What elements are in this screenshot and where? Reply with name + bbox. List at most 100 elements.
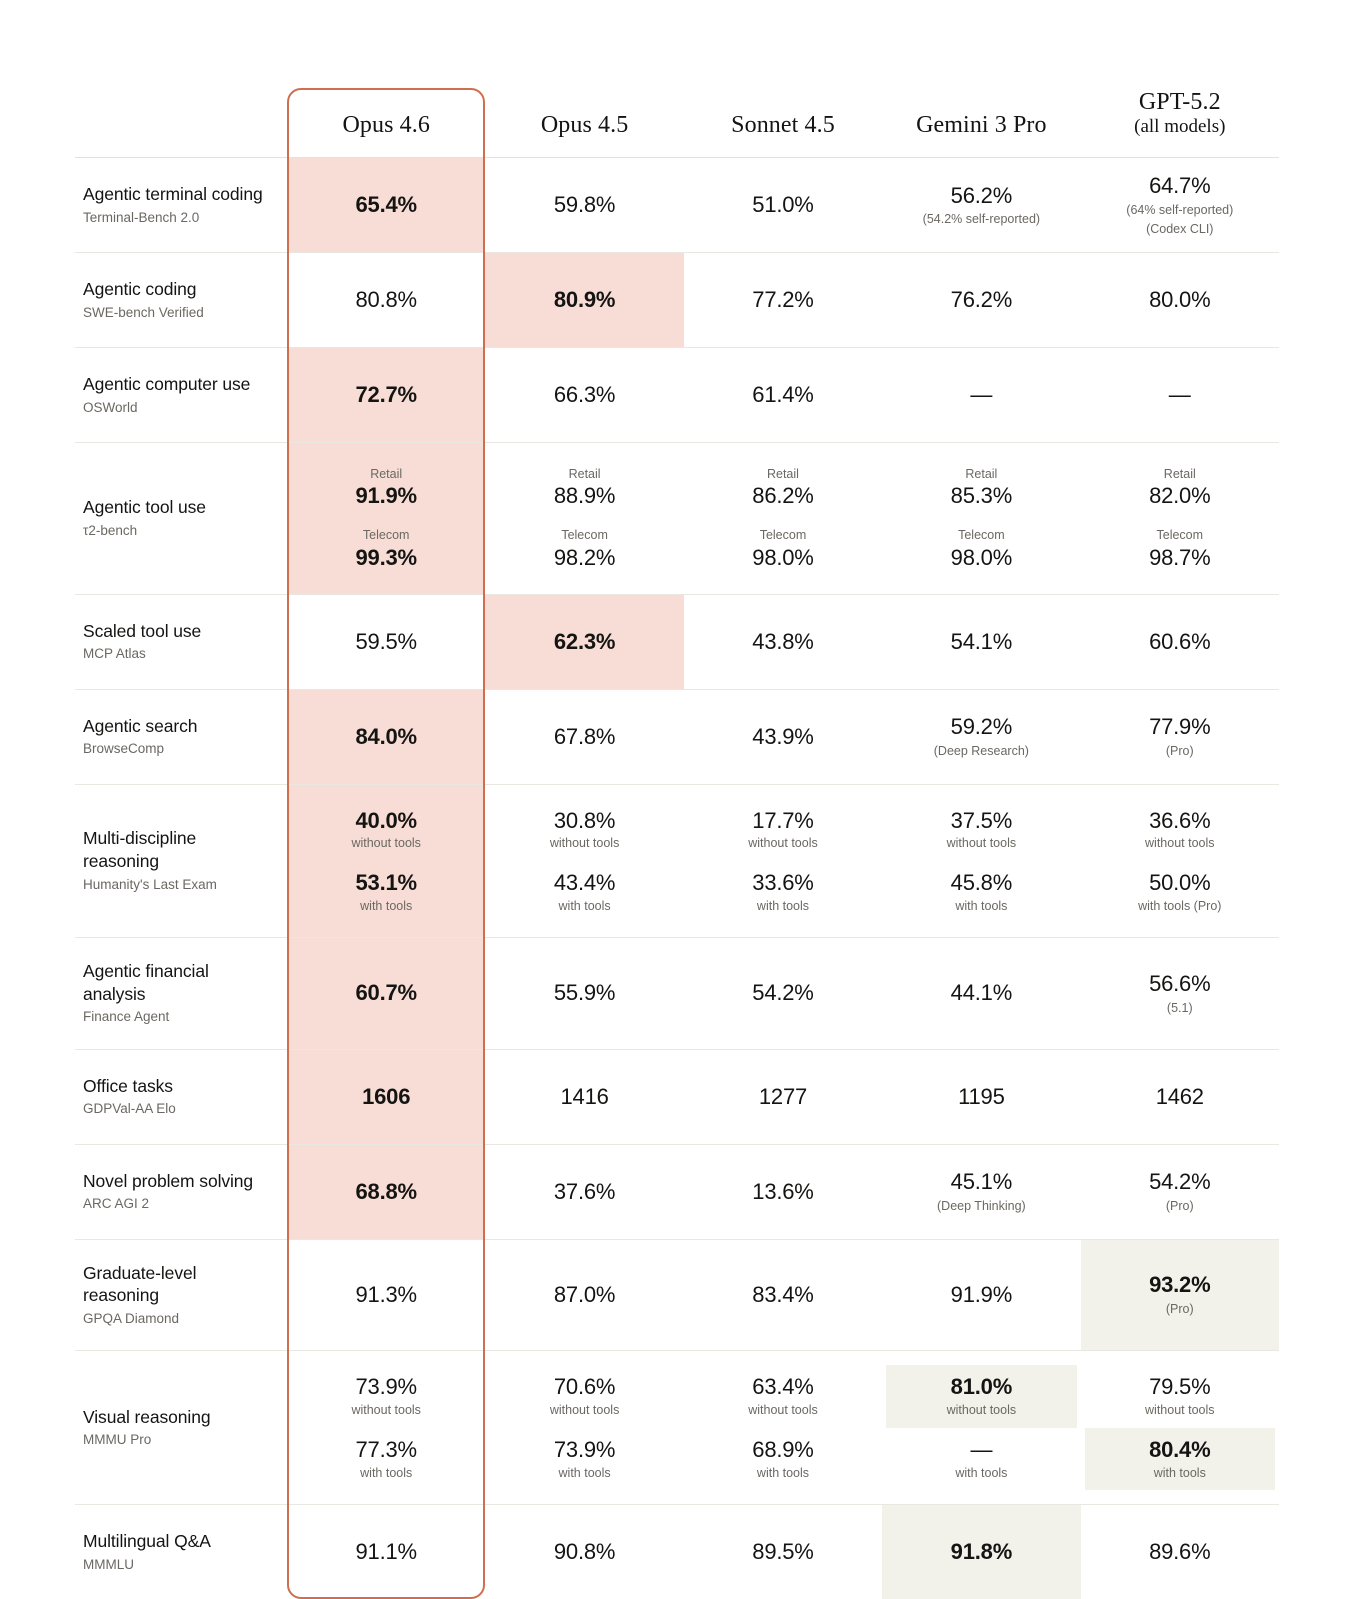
benchmark-subtitle: τ2-bench	[83, 523, 138, 539]
score-cell: 77.9% (Pro)	[1081, 689, 1279, 784]
score-caption: without tools	[748, 836, 818, 851]
score-cell-inner: 80.0%	[1081, 253, 1279, 347]
score-cell: 77.2%	[684, 253, 882, 348]
score-caption: without tools	[351, 1403, 421, 1418]
score-value: 1195	[958, 1083, 1005, 1109]
score-value: 54.1%	[950, 628, 1013, 654]
score-cell-inner: 61.4%	[684, 348, 882, 442]
score-cell: 89.6%	[1081, 1504, 1279, 1599]
score-note: (Deep Research)	[933, 743, 1029, 758]
score-cell-inner: 89.5%	[684, 1505, 882, 1599]
column-header-name: Opus 4.6	[342, 111, 430, 138]
score-cell: 80.0%	[1081, 253, 1279, 348]
score-subcell: 73.9% with tools	[489, 1428, 679, 1490]
score-value: 43.4%	[553, 869, 616, 895]
benchmark-title: Graduate-level reasoning	[83, 1262, 197, 1306]
score-caption: Retail	[370, 467, 403, 482]
benchmark-label: Agentic financial analysis Finance Agent	[75, 937, 287, 1049]
score-cell: Retail 82.0% Telecom 98.7%	[1081, 443, 1279, 594]
score-value: 89.6%	[1149, 1538, 1211, 1564]
score-caption: Retail	[568, 467, 601, 482]
benchmark-label: Scaled tool use MCP Atlas	[75, 594, 287, 689]
score-value: 87.0%	[553, 1282, 616, 1308]
score-stack: 79.5% without tools 80.4% with tools	[1084, 1365, 1275, 1490]
score-value: 54.2%	[752, 980, 814, 1006]
score-cell-inner: 87.0%	[485, 1248, 683, 1342]
score-note: (Pro)	[1165, 1198, 1194, 1213]
score-value: 91.9%	[950, 1282, 1013, 1308]
column-header-subtitle: (all models)	[1134, 116, 1226, 138]
score-cell-inner: 45.1% (Deep Thinking)	[882, 1145, 1080, 1239]
score-caption: Retail	[965, 467, 998, 482]
benchmark-label: Multilingual Q&A MMMLU	[75, 1504, 287, 1599]
table-row: Multilingual Q&A MMMLU 91.1% 90.8% 89.5% 91.8…	[75, 1504, 1279, 1599]
score-cell-inner: 51.0%	[684, 158, 882, 252]
table-row: Agentic search BrowseComp 84.0% 67.8% 43.9% 5…	[75, 689, 1279, 785]
score-note: (5.1)	[1166, 1000, 1193, 1015]
score-subcell: 80.4% with tools	[1084, 1427, 1275, 1490]
score-caption: Telecom	[958, 528, 1005, 543]
score-cell: 40.0% without tools 53.1% with tools	[287, 784, 486, 938]
score-cell: —	[1081, 348, 1279, 443]
score-cell: 56.2% (54.2% self-reported)	[882, 158, 1080, 253]
score-cell: 63.4% without tools 68.9% with tools	[684, 1351, 882, 1504]
benchmark-label-header	[75, 88, 287, 159]
table-row: Agentic tool use τ2-bench Retail 91.9% Telec…	[75, 442, 1279, 595]
score-value: 1462	[1155, 1083, 1204, 1109]
benchmark-subtitle: Finance Agent	[83, 1009, 170, 1025]
score-caption: Telecom	[1156, 528, 1204, 543]
score-subcell: Telecom 99.3%	[291, 518, 481, 579]
score-cell-inner: Retail 82.0% Telecom 98.7%	[1081, 443, 1279, 593]
benchmark-title: Office tasks	[83, 1075, 173, 1096]
score-cell-inner: 81.0% without tools — with tools	[882, 1351, 1080, 1503]
score-caption: with tools	[955, 898, 1008, 913]
benchmark-subtitle: OSWorld	[83, 399, 138, 415]
benchmark-title: Agentic tool use	[83, 497, 206, 518]
score-cell-inner: 67.8%	[485, 690, 683, 784]
score-value: 72.7%	[355, 382, 418, 408]
score-value: 56.6%	[1149, 970, 1211, 996]
score-cell-inner: 65.4%	[287, 158, 485, 252]
score-cell-inner: 89.6%	[1081, 1505, 1279, 1599]
score-cell: 60.6%	[1081, 594, 1279, 689]
score-value: 91.1%	[355, 1538, 418, 1564]
score-cell-inner: 1416	[485, 1050, 683, 1144]
score-caption: Telecom	[561, 528, 608, 543]
score-cell: 72.7%	[287, 347, 486, 443]
score-stack: 37.5% without tools 45.8% with tools	[886, 799, 1076, 923]
score-stack: 17.7% without tools 33.6% with tools	[688, 799, 878, 923]
score-cell: 1416	[485, 1049, 683, 1144]
score-cell-inner: 68.8%	[287, 1145, 485, 1239]
benchmark-subtitle: ARC AGI 2	[83, 1196, 150, 1212]
score-value: —	[970, 382, 993, 408]
score-value: 33.6%	[752, 869, 814, 895]
score-cell: 61.4%	[684, 348, 882, 443]
score-cell: 73.9% without tools 77.3% with tools	[287, 1351, 485, 1504]
score-cell-inner: 56.6% (5.1)	[1081, 946, 1279, 1040]
score-caption: with tools	[360, 898, 413, 913]
benchmark-title: Agentic coding	[83, 279, 197, 300]
score-subcell: 33.6% with tools	[688, 861, 878, 923]
score-value: 80.8%	[355, 287, 418, 313]
score-caption: with tools	[756, 898, 810, 913]
score-value: 43.9%	[752, 723, 814, 749]
score-value: 1277	[758, 1083, 808, 1109]
score-note: (Pro)	[1165, 743, 1194, 758]
score-value: 36.6%	[1149, 807, 1211, 833]
table-row: Agentic financial analysis Finance Agent 6…	[75, 937, 1279, 1050]
score-cell: 60.7%	[287, 937, 486, 1050]
score-note: (Deep Thinking)	[937, 1198, 1026, 1213]
column-header-5: GPT-5.2 (all models)	[1080, 88, 1279, 159]
score-subcell: 81.0% without tools	[886, 1365, 1077, 1428]
score-cell: Retail 86.2% Telecom 98.0%	[684, 443, 882, 594]
benchmark-title: Novel problem solving	[83, 1170, 254, 1191]
score-value: 61.4%	[752, 382, 814, 408]
score-value: 66.3%	[553, 382, 616, 408]
score-value: 45.8%	[950, 869, 1013, 895]
score-caption: with tools	[558, 898, 611, 913]
score-cell: Retail 91.9% Telecom 99.3%	[287, 442, 486, 595]
score-value: 81.0%	[950, 1374, 1013, 1400]
table-row: Agentic terminal coding Terminal-Bench 2.…	[75, 157, 1279, 253]
score-cell: 67.8%	[485, 689, 683, 784]
score-caption: without tools	[549, 1403, 620, 1418]
